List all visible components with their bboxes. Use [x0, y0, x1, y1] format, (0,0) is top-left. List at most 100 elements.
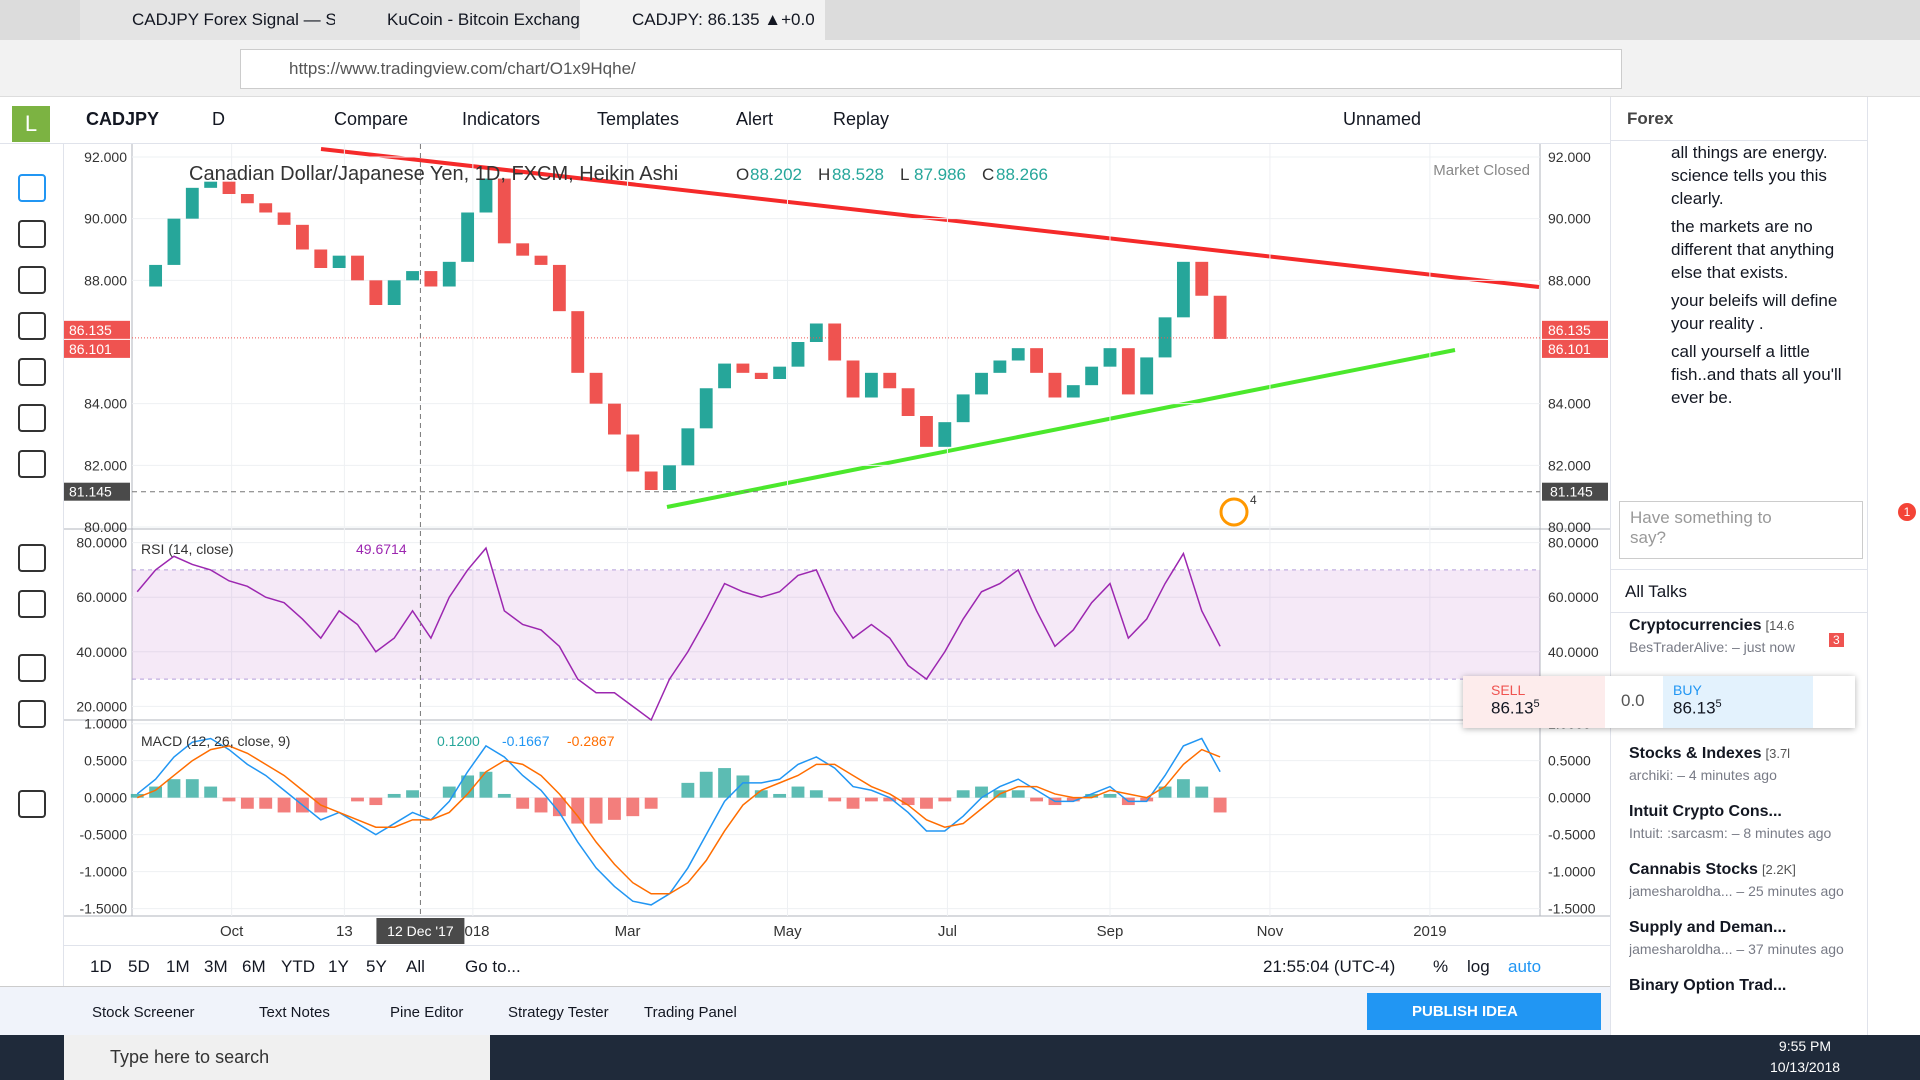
room-name: Binary Option Trad... — [1629, 977, 1787, 994]
text-tool[interactable] — [18, 358, 46, 386]
crosshair-price: 81.145 — [69, 484, 112, 500]
candle — [736, 363, 750, 373]
bottom-tab[interactable]: Text Notes — [259, 1004, 330, 1021]
bottom-tab[interactable]: Strategy Tester — [508, 1004, 609, 1021]
search-box[interactable]: Type here to search — [64, 1035, 490, 1080]
ruler-tool[interactable] — [18, 544, 46, 572]
macd-histogram — [608, 797, 621, 820]
candle — [626, 434, 640, 472]
candle — [149, 264, 163, 287]
scale-option[interactable]: log — [1467, 957, 1490, 976]
macd-histogram — [938, 797, 952, 802]
timeframe[interactable]: 6M — [242, 957, 266, 976]
tab[interactable]: KuCoin - Bitcoin Exchange: — [335, 0, 585, 40]
crosshair-price-box — [1542, 482, 1608, 501]
room-name: Cryptocurrencies — [1629, 617, 1762, 634]
room-count: [14.6 — [1765, 618, 1795, 633]
candle — [497, 178, 511, 244]
layout-name[interactable]: Unnamed — [1343, 109, 1422, 129]
macd-histogram — [149, 786, 163, 798]
symbol[interactable]: CADJPY — [86, 109, 160, 129]
macd-histogram — [736, 775, 750, 798]
zoom-tool[interactable] — [18, 590, 46, 618]
chat-message: all things are energy. science tells you… — [1671, 143, 1828, 208]
y-tick-label: 88.000 — [84, 272, 127, 288]
trend-line[interactable] — [320, 147, 1540, 289]
trend-line[interactable] — [666, 348, 1456, 509]
timeframe[interactable]: 5D — [128, 957, 150, 976]
scale-option[interactable]: % — [1433, 957, 1449, 976]
magnet-tool[interactable] — [18, 654, 46, 682]
room[interactable]: Cryptocurrencies [14.6 BesTraderAlive: – j… — [1629, 617, 1859, 655]
y-tick-label: -1.0000 — [1548, 864, 1596, 880]
trash-tool[interactable] — [18, 790, 46, 818]
bottom-tab[interactable]: Pine Editor — [390, 1004, 464, 1021]
room[interactable]: Intuit Crypto Cons... Intuit: :sarcasm: –… — [1629, 803, 1859, 841]
avatar[interactable]: L — [12, 106, 50, 142]
bottom-tab[interactable]: Trading Panel — [644, 1004, 737, 1021]
y-tick-label: 92.000 — [1548, 149, 1591, 165]
room[interactable]: Stocks & Indexes [3.7l archiki: – 4 minute… — [1629, 745, 1859, 783]
macd-histogram — [277, 797, 291, 813]
scale-option[interactable]: auto — [1508, 957, 1542, 976]
bottom-tab[interactable]: Stock Screener — [92, 1004, 195, 1021]
timeframe[interactable]: All — [406, 957, 425, 976]
price-label-box — [1542, 339, 1608, 358]
timeframe[interactable]: 5Y — [366, 957, 387, 976]
chat-panel: Forex all things are energy. science tel… — [1610, 97, 1868, 1035]
indicators[interactable]: Indicators — [462, 109, 541, 129]
room[interactable]: Cannabis Stocks [2.2K] jamesharoldha... – … — [1629, 861, 1859, 899]
macd-histogram — [1066, 797, 1080, 802]
tab[interactable]: CADJPY: 86.135 ▲+0.0 — [580, 0, 825, 40]
buy-button[interactable]: BUY 86.135 — [1663, 676, 1813, 728]
candle — [1121, 348, 1135, 395]
timeframe[interactable]: 3M — [204, 957, 228, 976]
room[interactable]: Binary Option Trad... — [1629, 977, 1859, 995]
candle — [938, 422, 952, 447]
spread: 0.0 — [1621, 691, 1645, 710]
lock-tool[interactable] — [18, 700, 46, 728]
compare[interactable]: Compare — [334, 109, 409, 129]
templates[interactable]: Templates — [597, 109, 680, 129]
macd-histogram — [681, 782, 695, 798]
ohlc-key: O — [736, 165, 749, 184]
alert[interactable]: Alert — [736, 109, 774, 129]
timeframe[interactable]: 1M — [166, 957, 190, 976]
publish-button[interactable]: PUBLISH IDEA — [1367, 993, 1601, 1030]
candle — [1085, 366, 1099, 386]
candle — [552, 264, 566, 312]
candle — [571, 311, 585, 373]
crosshair-tool[interactable] — [18, 174, 46, 202]
chat-title[interactable]: Forex — [1611, 97, 1868, 141]
timeframe[interactable]: YTD — [281, 957, 315, 976]
interval[interactable]: D — [212, 109, 225, 129]
tab[interactable]: CADJPY Forex Signal — Ste — [80, 0, 340, 40]
ohlc-key: H — [818, 165, 830, 184]
candle — [1048, 372, 1062, 398]
macd-histogram — [644, 797, 658, 809]
room-name: Supply and Deman... — [1629, 919, 1787, 936]
sell-button[interactable]: SELL 86.135 — [1463, 676, 1605, 728]
ohlc-value: 88.528 — [832, 165, 884, 184]
prediction-tool[interactable] — [18, 450, 46, 478]
macd-histogram — [975, 786, 988, 798]
timeframe[interactable]: 1D — [90, 957, 112, 976]
y-tick-label: 92.000 — [84, 149, 127, 165]
fib-tool[interactable] — [18, 266, 46, 294]
talks-title[interactable]: All Talks — [1611, 569, 1868, 613]
replay[interactable]: Replay — [833, 109, 890, 129]
url-field[interactable]: https://www.tradingview.com/chart/O1x9Hq… — [240, 49, 1622, 89]
room[interactable]: Supply and Deman... jamesharoldha... – 37… — [1629, 919, 1859, 957]
candle — [773, 366, 787, 379]
price-label-box — [64, 339, 130, 358]
timeframe[interactable]: 1Y — [328, 957, 349, 976]
browser-tabs: CADJPY Forex Signal — Ste KuCoin - Bitco… — [0, 0, 1920, 40]
pattern-tool[interactable] — [18, 404, 46, 432]
goto[interactable]: Go to... — [465, 957, 521, 976]
candle — [1011, 348, 1025, 361]
candle — [828, 323, 842, 361]
line-tool[interactable] — [18, 220, 46, 248]
brush-tool[interactable] — [18, 312, 46, 340]
chat-input[interactable]: Have something to say? — [1619, 501, 1863, 559]
candle — [993, 360, 1007, 373]
